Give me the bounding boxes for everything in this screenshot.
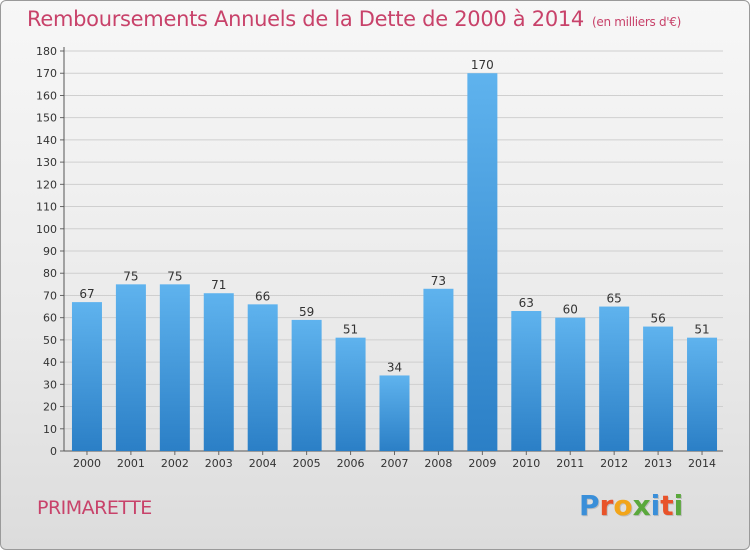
data-label: 51 xyxy=(694,323,709,337)
x-tick-label: 2011 xyxy=(556,457,584,470)
data-label: 60 xyxy=(563,303,578,317)
logo-letter: t xyxy=(660,489,674,522)
y-tick-label: 140 xyxy=(36,134,57,147)
y-tick-label: 30 xyxy=(43,378,57,391)
bar xyxy=(599,306,630,451)
x-tick-label: 2005 xyxy=(293,457,321,470)
y-tick-label: 90 xyxy=(43,245,57,258)
bar xyxy=(71,302,102,451)
x-tick-label: 2002 xyxy=(161,457,189,470)
bar xyxy=(511,311,542,451)
logo-letter: r xyxy=(599,489,614,522)
data-label: 67 xyxy=(79,287,94,301)
bar xyxy=(247,304,278,451)
x-tick-label: 2007 xyxy=(381,457,409,470)
data-label: 59 xyxy=(299,305,314,319)
logo-letter: o xyxy=(613,489,633,522)
logo-letter: x xyxy=(632,489,651,522)
y-tick-label: 180 xyxy=(36,45,57,58)
bar xyxy=(555,317,586,451)
y-tick-label: 20 xyxy=(43,401,57,414)
x-tick-label: 2010 xyxy=(512,457,540,470)
x-tick-label: 2009 xyxy=(468,457,496,470)
data-label: 63 xyxy=(519,296,534,310)
data-label: 56 xyxy=(650,312,665,326)
data-label: 170 xyxy=(471,58,494,72)
logo-letter: i xyxy=(673,489,684,522)
data-label: 75 xyxy=(123,269,138,283)
data-label: 66 xyxy=(255,289,270,303)
y-tick-label: 40 xyxy=(43,356,57,369)
x-tick-label: 2004 xyxy=(249,457,277,470)
bar xyxy=(291,319,322,451)
data-label: 65 xyxy=(607,292,622,306)
y-tick-label: 10 xyxy=(43,423,57,436)
chart-unit: (en milliers d'€) xyxy=(592,15,682,29)
x-tick-label: 2001 xyxy=(117,457,145,470)
bar xyxy=(687,337,718,451)
bar xyxy=(203,293,234,451)
y-tick-label: 170 xyxy=(36,67,57,80)
data-label: 71 xyxy=(211,278,226,292)
data-label: 75 xyxy=(167,269,182,283)
commune-name: PRIMARETTE xyxy=(37,497,152,519)
proxiti-logo: Proxiti xyxy=(579,489,683,522)
y-tick-label: 0 xyxy=(50,445,57,458)
logo-letter: i xyxy=(650,489,661,522)
bar xyxy=(379,375,410,451)
y-tick-label: 130 xyxy=(36,156,57,169)
y-tick-label: 100 xyxy=(36,223,57,236)
x-tick-label: 2013 xyxy=(644,457,672,470)
bar xyxy=(159,284,190,451)
y-tick-label: 150 xyxy=(36,112,57,125)
data-label: 34 xyxy=(387,360,402,374)
bar xyxy=(467,73,498,451)
x-tick-label: 2008 xyxy=(424,457,452,470)
bar xyxy=(423,288,454,451)
data-label: 73 xyxy=(431,274,446,288)
y-tick-label: 120 xyxy=(36,178,57,191)
y-tick-label: 50 xyxy=(43,334,57,347)
data-label: 51 xyxy=(343,323,358,337)
x-tick-label: 2012 xyxy=(600,457,628,470)
x-tick-label: 2003 xyxy=(205,457,233,470)
y-tick-label: 60 xyxy=(43,312,57,325)
bar xyxy=(115,284,146,451)
y-tick-label: 70 xyxy=(43,289,57,302)
logo-letter: P xyxy=(579,489,600,522)
y-tick-label: 110 xyxy=(36,201,57,214)
x-tick-label: 2014 xyxy=(688,457,716,470)
x-tick-label: 2006 xyxy=(337,457,365,470)
bar xyxy=(643,326,674,451)
chart-title-text: Remboursements Annuels de la Dette de 20… xyxy=(27,7,584,31)
x-tick-label: 2000 xyxy=(73,457,101,470)
y-tick-label: 80 xyxy=(43,267,57,280)
bar xyxy=(335,337,366,451)
y-tick-label: 160 xyxy=(36,89,57,102)
chart-title: Remboursements Annuels de la Dette de 20… xyxy=(27,7,681,31)
